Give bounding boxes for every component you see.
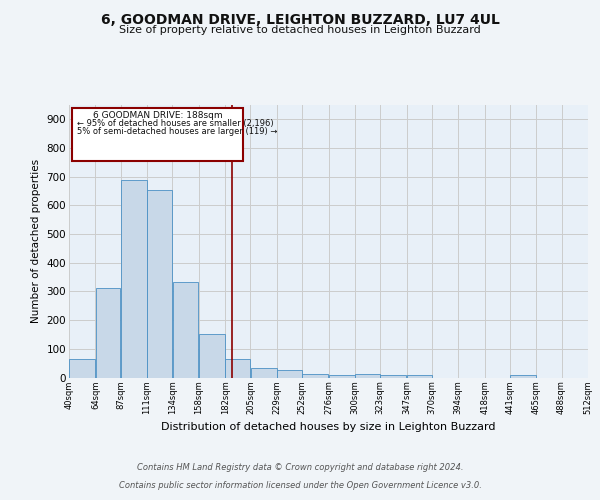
Bar	[277, 370, 302, 378]
Bar	[199, 334, 225, 378]
Bar	[329, 375, 355, 378]
X-axis label: Distribution of detached houses by size in Leighton Buzzard: Distribution of detached houses by size …	[161, 422, 496, 432]
FancyBboxPatch shape	[72, 108, 243, 161]
Bar	[69, 360, 95, 378]
Bar	[121, 180, 147, 378]
Text: Size of property relative to detached houses in Leighton Buzzard: Size of property relative to detached ho…	[119, 25, 481, 35]
Text: 6, GOODMAN DRIVE, LEIGHTON BUZZARD, LU7 4UL: 6, GOODMAN DRIVE, LEIGHTON BUZZARD, LU7 …	[101, 12, 499, 26]
Bar	[380, 375, 406, 378]
Bar	[226, 359, 250, 378]
Text: 5% of semi-detached houses are larger (119) →: 5% of semi-detached houses are larger (1…	[77, 128, 277, 136]
Text: Contains HM Land Registry data © Crown copyright and database right 2024.: Contains HM Land Registry data © Crown c…	[137, 464, 463, 472]
Text: 6 GOODMAN DRIVE: 188sqm: 6 GOODMAN DRIVE: 188sqm	[93, 110, 223, 120]
Y-axis label: Number of detached properties: Number of detached properties	[31, 159, 41, 324]
Bar	[302, 374, 328, 378]
Bar	[355, 374, 380, 378]
Text: ← 95% of detached houses are smaller (2,196): ← 95% of detached houses are smaller (2,…	[77, 119, 274, 128]
Bar	[407, 376, 431, 378]
Bar	[95, 288, 121, 378]
Bar	[148, 190, 172, 378]
Bar	[510, 375, 536, 378]
Bar	[173, 282, 199, 378]
Bar	[251, 368, 277, 378]
Text: Contains public sector information licensed under the Open Government Licence v3: Contains public sector information licen…	[119, 481, 481, 490]
